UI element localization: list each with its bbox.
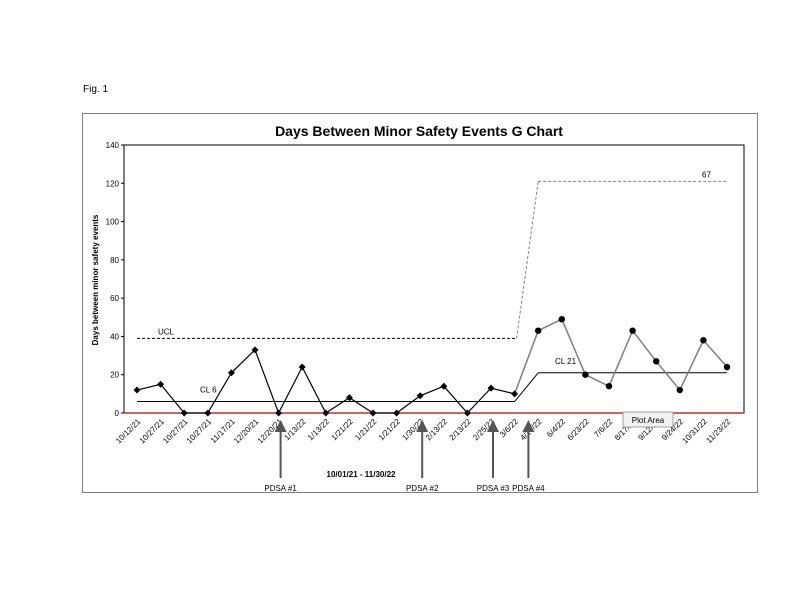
y-tick-label: 0 xyxy=(115,409,120,418)
x-tick-label: 4/17/22 xyxy=(518,417,544,443)
data-point xyxy=(723,363,731,371)
data-point xyxy=(558,316,565,323)
data-point xyxy=(535,327,542,334)
data-point xyxy=(605,383,613,390)
x-tick-label: 10/31/22 xyxy=(680,417,709,446)
y-tick-label: 20 xyxy=(110,371,119,380)
x-tick-label: 1/21/22 xyxy=(330,417,356,443)
data-point xyxy=(416,392,424,400)
data-point xyxy=(440,382,448,390)
ucl-label: UCL xyxy=(158,327,175,336)
data-point xyxy=(393,409,401,417)
x-tick-label: 6/4/22 xyxy=(545,417,567,439)
cl-label: CL 6 xyxy=(200,386,217,395)
x-tick-label: 1/21/22 xyxy=(353,417,379,443)
x-tick-label: 11/23/22 xyxy=(704,417,732,445)
x-axis-label: 10/01/21 - 11/30/22 xyxy=(327,470,397,479)
y-axis-label: Days between minor safety events xyxy=(91,214,100,345)
data-point xyxy=(322,409,330,417)
y-tick-label: 140 xyxy=(106,141,120,150)
y-tick-label: 120 xyxy=(106,179,120,188)
data-point xyxy=(157,380,165,388)
data-point xyxy=(700,337,707,344)
plot-area: 02040608010012014010/12/2110/27/2110/27/… xyxy=(106,141,745,493)
y-tick-label: 60 xyxy=(110,294,119,303)
data-point xyxy=(629,327,636,334)
pdsa-label: PDSA #1 xyxy=(264,484,297,493)
data-point xyxy=(676,386,683,394)
x-tick-label: 10/27/21 xyxy=(185,417,214,446)
series-line-baseline xyxy=(136,348,515,415)
data-point xyxy=(511,390,519,398)
plot-area-tooltip: Plot Area xyxy=(622,411,674,428)
x-tick-label: 3/6/22 xyxy=(498,417,520,439)
data-point xyxy=(345,394,353,402)
figure-label: Fig. 1 xyxy=(83,84,109,95)
data-point xyxy=(582,371,589,378)
y-tick-label: 100 xyxy=(106,218,120,227)
y-tick-label: 40 xyxy=(110,332,119,341)
pdsa-label: PDSA #3 xyxy=(477,484,510,493)
data-point xyxy=(463,409,471,417)
x-tick-label: 2/13/22 xyxy=(448,417,474,443)
x-tick-label: 1/13/22 xyxy=(282,417,308,443)
cl-step xyxy=(514,372,539,402)
cl-improvement-label: CL 21 xyxy=(555,357,577,366)
data-point xyxy=(369,409,377,417)
data-point xyxy=(251,346,259,354)
ucl-step xyxy=(516,181,539,339)
data-point xyxy=(180,409,188,417)
data-point xyxy=(133,386,141,394)
data-point xyxy=(653,358,660,365)
chart-title: Days Between Minor Safety Events G Chart xyxy=(275,123,563,139)
data-point xyxy=(487,384,495,392)
y-tick-label: 80 xyxy=(110,256,119,265)
tooltip-box xyxy=(622,411,674,428)
pdsa-label: PDSA #4 xyxy=(512,484,545,493)
ucl-improvement-label: 67 xyxy=(702,170,711,179)
data-point xyxy=(298,363,306,371)
data-point xyxy=(227,369,235,377)
x-tick-label: 6/23/22 xyxy=(566,417,592,443)
x-tick-label: 2/13/22 xyxy=(424,417,450,443)
x-tick-label: 7/6/22 xyxy=(592,417,614,439)
x-tick-label: 1/21/22 xyxy=(377,417,403,443)
tooltip-text: Plot Area xyxy=(632,416,665,425)
pdsa-label: PDSA #2 xyxy=(406,484,439,493)
x-tick-label: 1/13/22 xyxy=(306,417,332,443)
series-line-improvement xyxy=(513,318,728,395)
data-point xyxy=(275,409,283,417)
data-point xyxy=(204,409,212,417)
